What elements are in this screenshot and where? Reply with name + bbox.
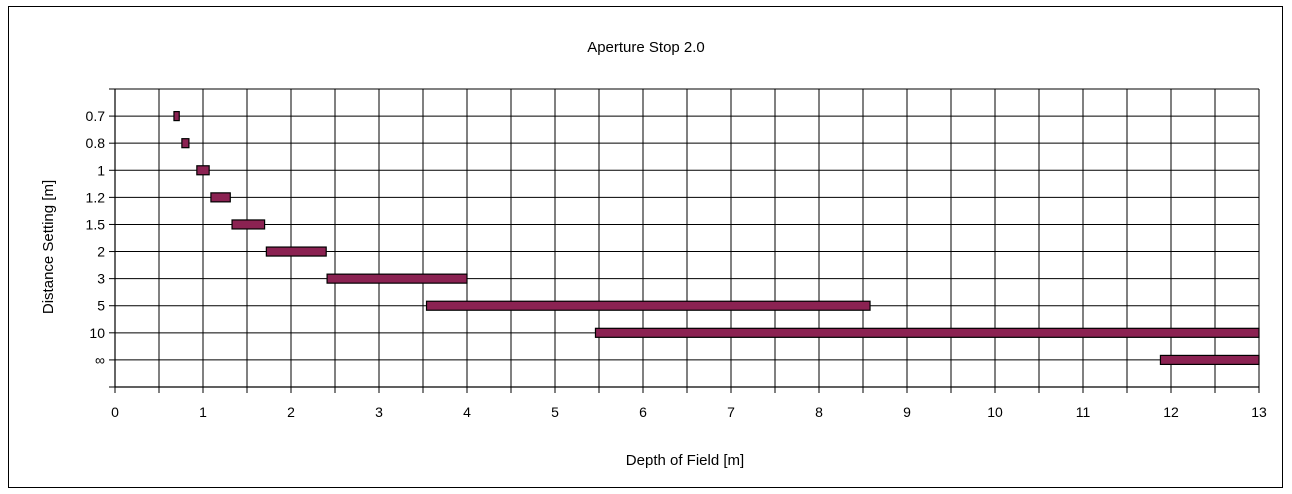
x-tick-label: 9 <box>903 404 911 420</box>
bar-6 <box>265 246 327 257</box>
x-axis-label: Depth of Field [m] <box>626 452 744 469</box>
x-tick-label: 5 <box>551 404 559 420</box>
x-tick-label: 2 <box>287 404 295 420</box>
x-tick-label: 6 <box>639 404 647 420</box>
bar-8 <box>425 300 871 311</box>
y-tick-label: 0.8 <box>86 135 106 151</box>
y-tick-label: ∞ <box>95 352 105 368</box>
bar-2 <box>181 138 190 149</box>
x-tick-label: 13 <box>1251 404 1267 420</box>
y-tick-label: 3 <box>97 271 105 287</box>
chart-frame: Aperture Stop 2.0 0.7 0.8 1 1.2 1.5 2 3 5 10 ∞ 0 1… <box>8 6 1283 488</box>
y-axis-label: Distance Setting [m] <box>40 180 57 314</box>
x-tick-label: 8 <box>815 404 823 420</box>
grid-lines <box>109 88 1260 393</box>
x-tick-label: 1 <box>199 404 207 420</box>
y-tick-label: 1 <box>97 162 105 178</box>
x-tick-labels: 0 1 2 3 4 5 6 7 8 9 10 11 12 13 <box>111 404 1267 420</box>
bar-10 <box>1159 354 1260 366</box>
y-tick-label: 5 <box>97 298 105 314</box>
bar-4 <box>210 192 231 203</box>
y-tick-labels: 0.7 0.8 1 1.2 1.5 2 3 5 10 ∞ <box>86 108 106 368</box>
bars <box>173 110 1260 366</box>
x-tick-label: 12 <box>1163 404 1179 420</box>
x-tick-label: 7 <box>727 404 735 420</box>
bar-3 <box>196 165 210 176</box>
x-tick-label: 4 <box>463 404 471 420</box>
y-tick-label: 1.5 <box>86 216 106 232</box>
x-tick-label: 3 <box>375 404 383 420</box>
x-tick-label: 10 <box>987 404 1003 420</box>
y-tick-label: 10 <box>89 325 105 341</box>
bar-7 <box>326 273 468 284</box>
x-tick-label: 11 <box>1076 404 1091 420</box>
bar-9 <box>594 327 1260 338</box>
chart-title: Aperture Stop 2.0 <box>587 39 705 56</box>
bar-1 <box>173 110 180 122</box>
y-tick-label: 0.7 <box>86 108 106 124</box>
y-tick-label: 1.2 <box>86 189 106 205</box>
depth-of-field-chart: Aperture Stop 2.0 0.7 0.8 1 1.2 1.5 2 3 5 10 ∞ 0 1… <box>40 39 1267 469</box>
x-tick-label: 0 <box>111 404 119 420</box>
bar-5 <box>231 219 266 230</box>
y-tick-label: 2 <box>97 244 105 260</box>
